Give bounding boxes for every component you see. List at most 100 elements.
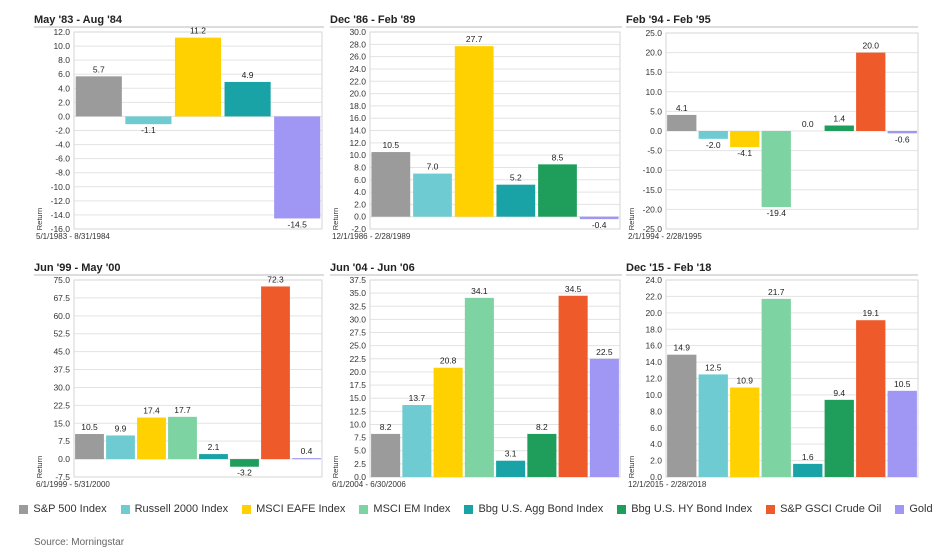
legend-swatch xyxy=(19,504,29,514)
data-label: 20.8 xyxy=(440,356,457,366)
y-tick-label: 0.0 xyxy=(354,212,366,222)
y-tick-label: 2.0 xyxy=(58,97,70,107)
y-tick-label: 4.0 xyxy=(650,439,662,449)
data-label: 19.1 xyxy=(862,308,879,318)
legend-swatch xyxy=(359,504,369,514)
bar xyxy=(761,131,791,208)
legend-item-msci-em: MSCI EM Index xyxy=(359,503,450,515)
bar xyxy=(402,405,432,477)
y-tick-label: -7.5 xyxy=(55,472,70,482)
y-tick-label: 24.0 xyxy=(349,64,366,74)
bar xyxy=(793,463,823,477)
bar xyxy=(698,131,728,139)
y-tick-label: 16.0 xyxy=(349,113,366,123)
data-label: 1.6 xyxy=(802,452,814,462)
y-tick-label: -2.0 xyxy=(55,126,70,136)
y-tick-label: 35.0 xyxy=(349,288,366,298)
data-label: 8.5 xyxy=(552,152,564,162)
y-tick-label: -5.0 xyxy=(647,146,662,156)
chart-title: Feb '94 - Feb '95 xyxy=(626,14,711,26)
data-label: 34.5 xyxy=(565,284,582,294)
bar xyxy=(730,387,760,477)
legend-label: Gold xyxy=(909,503,933,515)
data-label: 14.9 xyxy=(673,343,690,353)
legend-item-crude-oil: S&P GSCI Crude Oil xyxy=(766,503,881,515)
bar xyxy=(137,417,166,460)
bar xyxy=(589,358,619,477)
data-label: 8.2 xyxy=(380,422,392,432)
y-tick-label: 8.0 xyxy=(650,406,662,416)
chart-subtitle: 2/1/1994 - 2/28/1995 xyxy=(628,232,702,241)
bar xyxy=(371,433,401,477)
y-tick-label: -10.0 xyxy=(51,182,71,192)
chart-title: Dec '86 - Feb '89 xyxy=(330,14,415,26)
y-tick-label: 6.0 xyxy=(58,69,70,79)
data-label: 1.4 xyxy=(833,114,845,124)
data-label: 8.2 xyxy=(536,422,548,432)
y-tick-label: 5.0 xyxy=(354,446,366,456)
y-tick-label: 75.0 xyxy=(53,275,70,285)
y-tick-label: 0.0 xyxy=(354,472,366,482)
y-tick-label: 25.0 xyxy=(645,28,662,38)
data-label: 3.1 xyxy=(505,449,517,459)
y-tick-label: -10.0 xyxy=(643,165,663,175)
legend: S&P 500 Index Russell 2000 Index MSCI EA… xyxy=(0,503,952,515)
bar xyxy=(824,399,854,477)
y-tick-label: 14.0 xyxy=(645,357,662,367)
bar xyxy=(824,125,854,131)
bar xyxy=(168,416,197,460)
y-tick-label: -8.0 xyxy=(55,168,70,178)
legend-swatch xyxy=(242,504,252,514)
bar xyxy=(579,216,619,220)
bar xyxy=(413,173,452,217)
data-label: 9.4 xyxy=(833,388,845,398)
y-tick-label: 0.0 xyxy=(58,111,70,121)
plot-frame xyxy=(369,279,621,478)
y-tick-label: 37.5 xyxy=(349,275,366,285)
data-label: -14.5 xyxy=(288,219,308,229)
y-tick-label: 0.0 xyxy=(650,126,662,136)
bar xyxy=(761,298,791,477)
y-tick-label: 24.0 xyxy=(645,275,662,285)
data-label: 5.2 xyxy=(510,173,522,183)
y-axis-label: Return xyxy=(331,208,340,231)
data-label: 10.9 xyxy=(736,376,753,386)
data-label: 34.1 xyxy=(471,286,488,296)
y-tick-label: 15.0 xyxy=(645,67,662,77)
bar xyxy=(230,459,259,467)
y-tick-label: 22.5 xyxy=(349,354,366,364)
data-label: 21.7 xyxy=(768,287,785,297)
legend-swatch xyxy=(766,504,776,514)
data-label: 5.7 xyxy=(93,64,105,74)
legend-label: S&P 500 Index xyxy=(33,503,107,515)
data-label: 17.4 xyxy=(143,406,160,416)
y-tick-label: 12.5 xyxy=(349,406,366,416)
y-tick-label: 0.0 xyxy=(58,454,70,464)
legend-label: Russell 2000 Index xyxy=(134,503,229,515)
y-tick-label: 10.0 xyxy=(645,87,662,97)
bar xyxy=(75,76,122,117)
bar xyxy=(667,114,697,131)
bar xyxy=(856,320,886,477)
data-label: -3.2 xyxy=(237,468,252,478)
legend-swatch xyxy=(895,504,905,514)
data-label: 9.9 xyxy=(115,423,127,433)
y-tick-label: -14.0 xyxy=(51,210,71,220)
y-tick-label: 10.0 xyxy=(349,419,366,429)
y-tick-label: 30.0 xyxy=(53,382,70,392)
bar xyxy=(224,81,271,117)
bar xyxy=(730,131,760,148)
y-tick-label: -16.0 xyxy=(51,224,71,234)
y-tick-label: 4.0 xyxy=(58,83,70,93)
chart-title: Jun '04 - Jun '06 xyxy=(330,262,415,274)
y-tick-label: 2.5 xyxy=(354,459,366,469)
chart-title: May '83 - Aug '84 xyxy=(34,14,123,26)
y-tick-label: 10.0 xyxy=(53,41,70,51)
chart-subtitle: 12/1/2015 - 2/28/2018 xyxy=(628,480,707,489)
y-tick-label: 8.0 xyxy=(58,55,70,65)
y-tick-label: 22.0 xyxy=(349,76,366,86)
bar xyxy=(464,297,494,477)
